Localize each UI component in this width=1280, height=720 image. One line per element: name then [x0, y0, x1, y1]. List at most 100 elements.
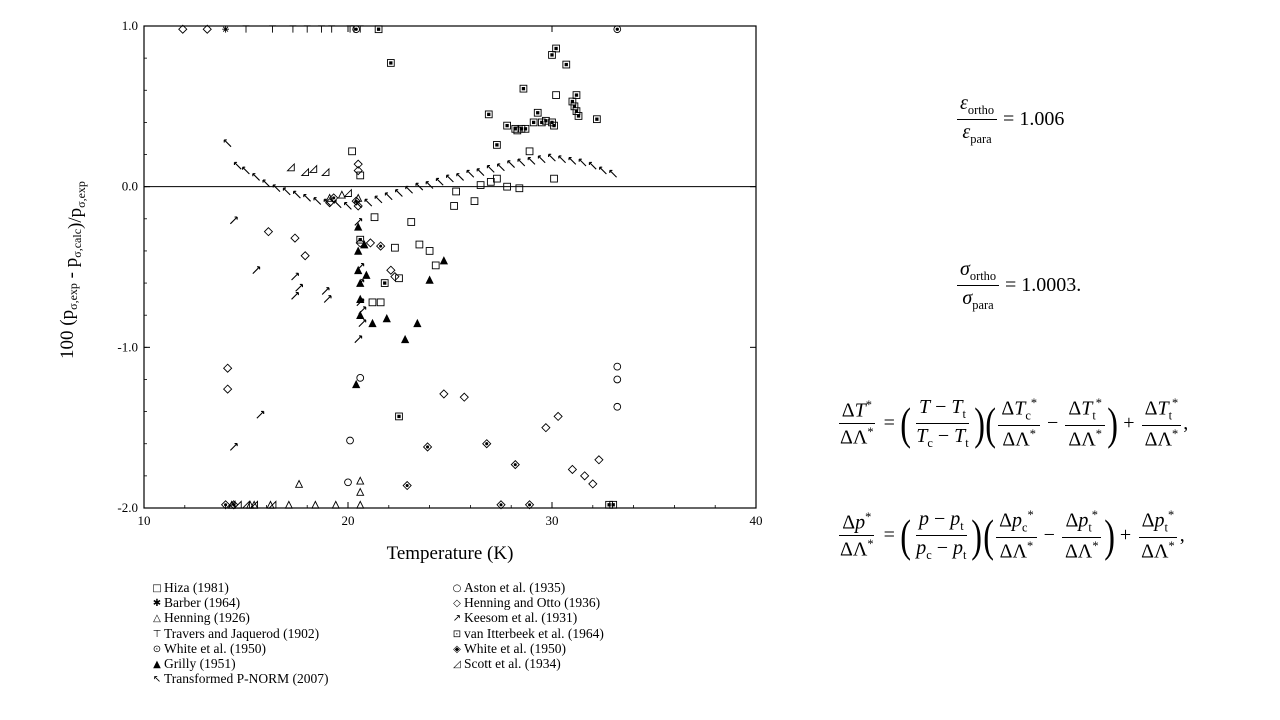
data-point: [476, 168, 485, 176]
data-point: [395, 412, 403, 421]
data-point: [407, 218, 416, 226]
data-point: [356, 279, 365, 287]
x-tick-label: 20: [342, 513, 355, 528]
data-point: [503, 182, 511, 191]
data-point: [552, 91, 560, 99]
data-point: [343, 188, 352, 197]
data-point: [446, 174, 454, 183]
series-11: [220, 193, 535, 510]
data-point: [525, 147, 534, 156]
data-point: [223, 363, 233, 373]
data-point: [376, 298, 385, 307]
fraction: σortho σpara: [957, 258, 1000, 313]
data-point: [507, 160, 515, 168]
data-point: [605, 500, 613, 509]
data-point: [352, 379, 361, 389]
equation-epsilon-ratio: εortho εpara = 1.006: [955, 92, 1064, 147]
plot-frame: [143, 25, 757, 509]
data-point: [364, 198, 373, 207]
series-10: [356, 25, 618, 509]
data-point: [356, 476, 365, 485]
data-point: [425, 247, 434, 255]
data-point: [496, 500, 506, 510]
data-point: [356, 235, 365, 244]
data-point: [291, 291, 299, 300]
data-point: [328, 25, 336, 33]
data-point: [384, 192, 393, 201]
data-point: [402, 480, 412, 491]
legend-label: White et al. (1950): [164, 640, 266, 656]
data-point: [493, 141, 501, 149]
series-2: [227, 190, 365, 509]
data-point: [329, 193, 339, 203]
data-point: [568, 97, 577, 106]
data-point: [354, 265, 363, 275]
data-point: [351, 196, 361, 206]
legend-item-pnorm: ↖ Transformed P-NORM (2007): [150, 671, 329, 686]
legend-label: Grilly (1951): [164, 655, 236, 671]
data-point: [390, 272, 400, 282]
data-point: [486, 165, 495, 173]
data-point: [354, 222, 363, 231]
filled-triangle-marker-icon: ▲: [153, 658, 161, 670]
data-point: [323, 295, 332, 303]
data-point: [308, 164, 318, 173]
legend-label: Barber (1964): [164, 595, 241, 611]
legend-item-travers: ⊤ Travers and Jaquerod (1902): [150, 626, 329, 641]
data-point: [202, 24, 212, 34]
data-point: [352, 25, 361, 34]
legend-item-barber: ✱ Barber (1964): [150, 595, 329, 610]
data-point: [227, 500, 236, 509]
circle-marker-icon: ○: [452, 583, 462, 594]
diamond-marker-icon: ◇: [453, 598, 461, 610]
data-point: [456, 173, 464, 181]
series-12: [227, 162, 352, 509]
data-point: [284, 500, 293, 509]
legend-item-hiza: □ Hiza (1981): [150, 580, 329, 595]
data-point: [348, 147, 356, 156]
ne-arrow-marker-icon: ↗: [452, 613, 462, 625]
data-point: [550, 174, 558, 183]
x-tick-label: 40: [750, 513, 763, 528]
legend-label: Aston et al. (1935): [464, 580, 566, 595]
data-point: [395, 189, 403, 197]
series-1: [222, 25, 230, 33]
asterisk-marker-icon: ✱: [152, 598, 162, 610]
y-tick-label: 0.0: [122, 179, 138, 194]
data-point: [303, 25, 311, 33]
data-point: [337, 190, 347, 199]
equation-rhs: = 1.006: [1003, 108, 1065, 130]
data-point: [374, 25, 383, 34]
data-point: [242, 166, 250, 175]
data-point: [386, 265, 396, 275]
data-point: [466, 169, 475, 178]
fraction: εortho εpara: [957, 92, 998, 147]
data-point: [548, 153, 556, 162]
series-6: [223, 139, 617, 210]
data-point: [594, 455, 604, 465]
data-point: [476, 181, 485, 189]
data-point: [552, 44, 560, 53]
data-point: [291, 272, 299, 281]
data-point: [470, 197, 479, 205]
data-point: [553, 411, 563, 422]
data-point: [572, 107, 581, 116]
data-point: [356, 298, 365, 307]
data-point: [524, 500, 535, 510]
data-point: [356, 310, 365, 320]
tee-marker-icon: ⊤: [152, 628, 162, 640]
data-point: [300, 251, 310, 261]
data-point: [515, 184, 524, 193]
data-point: [613, 362, 622, 371]
data-point: [439, 256, 449, 265]
data-point: [233, 161, 242, 170]
data-point: [293, 190, 301, 199]
legend-item-aston: ○ Aston et al. (1935): [450, 580, 604, 595]
data-point: [395, 274, 403, 283]
legend-label: Keesom et al. (1931): [464, 610, 578, 626]
data-point: [331, 500, 340, 509]
data-point: [262, 179, 271, 188]
data-point: [542, 116, 550, 125]
data-point: [613, 402, 622, 411]
